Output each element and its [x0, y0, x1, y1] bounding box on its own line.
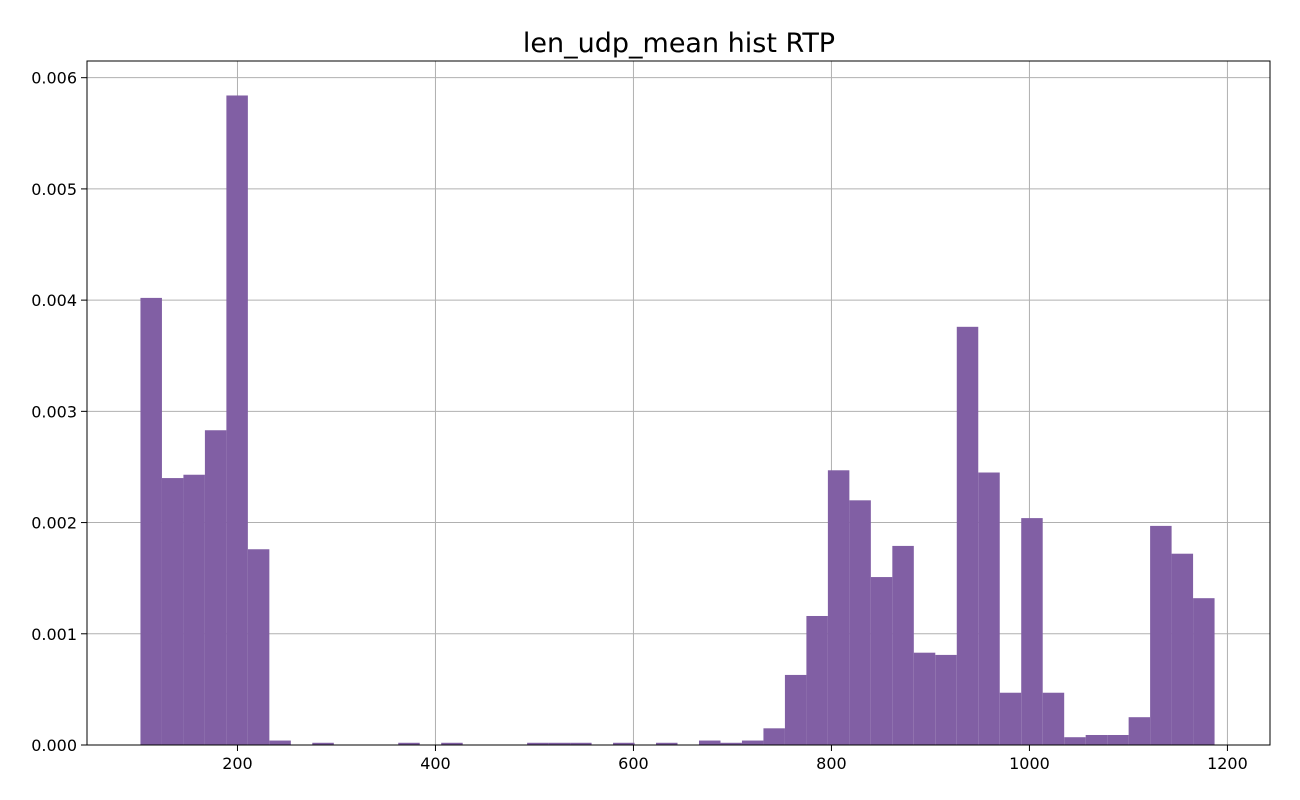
histogram-bar [269, 740, 291, 745]
x-tick-label: 200 [222, 754, 253, 773]
histogram-bar [784, 674, 807, 745]
histogram-bars [140, 95, 1215, 746]
histogram-bar [204, 430, 227, 745]
histogram-bar [956, 326, 979, 745]
histogram-bar [763, 728, 785, 745]
x-tick-label: 400 [420, 754, 451, 773]
y-axis-ticks: 0.000 0.001 0.002 0.003 0.004 0.005 0.006 [31, 69, 87, 755]
chart-title: len_udp_mean hist RTP [523, 28, 835, 59]
y-tick-label: 0.003 [31, 402, 77, 421]
histogram-bar [140, 297, 162, 745]
grid-lines [87, 61, 1270, 746]
histogram-bar [892, 545, 914, 745]
y-tick-label: 0.001 [31, 625, 77, 644]
histogram-bar [570, 742, 592, 745]
x-tick-label: 1000 [1009, 754, 1050, 773]
histogram-bar [247, 549, 270, 745]
histogram-bar [161, 478, 184, 745]
histogram-bar [698, 740, 721, 745]
histogram-bar [1107, 734, 1129, 745]
histogram-bar [1064, 737, 1086, 745]
histogram-bar [870, 577, 893, 745]
x-axis-ticks: 200 400 600 800 1000 1200 [222, 745, 1248, 773]
histogram-bar [935, 654, 957, 745]
histogram-bar [312, 742, 334, 745]
x-tick-label: 1200 [1207, 754, 1248, 773]
histogram-bar [183, 474, 205, 745]
y-tick-label: 0.002 [31, 514, 77, 533]
histogram-bar [1021, 518, 1043, 745]
histogram-bar [1085, 734, 1108, 745]
histogram-bar [849, 500, 871, 745]
y-tick-label: 0.005 [31, 180, 77, 199]
plot-frame [86, 60, 1271, 746]
histogram-bar [613, 742, 635, 745]
y-tick-label: 0.000 [31, 736, 77, 755]
y-tick-label: 0.004 [31, 291, 77, 310]
x-tick-label: 800 [816, 754, 847, 773]
histogram-bar [1150, 525, 1172, 745]
histogram-bar [978, 472, 1000, 745]
y-tick-label: 0.006 [31, 69, 77, 88]
histogram-bar [827, 470, 850, 745]
histogram-bar [806, 615, 828, 745]
histogram-bar [548, 742, 571, 745]
histogram-bar [999, 692, 1022, 745]
histogram-bar [1193, 598, 1215, 745]
histogram-bar [226, 95, 248, 746]
histogram-bar [441, 742, 463, 745]
histogram-bar [741, 740, 764, 745]
histogram-bar [1171, 553, 1194, 745]
histogram-bar [527, 742, 549, 745]
histogram-bar [398, 742, 420, 745]
histogram-bar [656, 742, 678, 745]
histogram-bar [720, 742, 742, 745]
histogram-bar [1042, 692, 1065, 745]
x-tick-label: 600 [618, 754, 649, 773]
histogram-bar [1128, 717, 1151, 745]
histogram-bar [913, 652, 936, 745]
